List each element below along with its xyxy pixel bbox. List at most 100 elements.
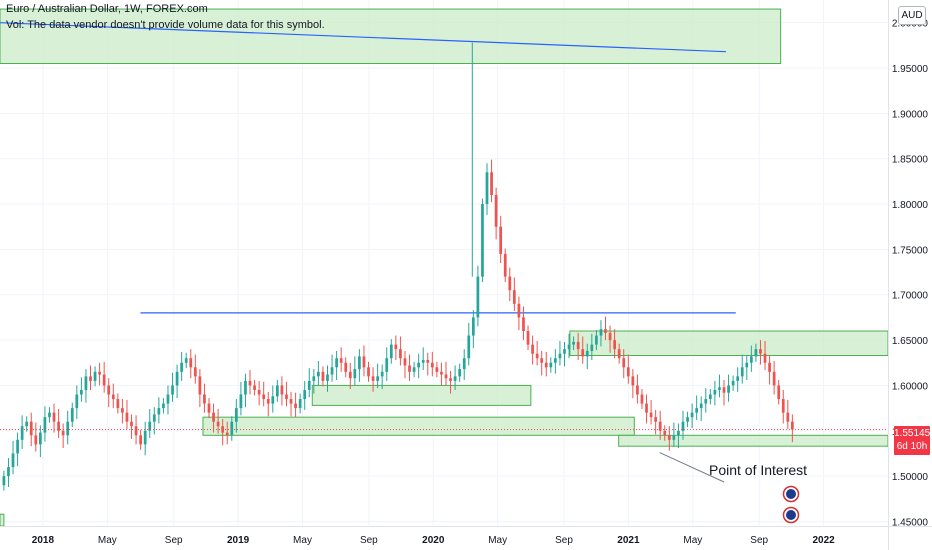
candle-body bbox=[216, 421, 220, 427]
candle-body bbox=[604, 329, 607, 333]
candle-body bbox=[57, 421, 60, 431]
candle-body bbox=[462, 358, 466, 370]
candle-body bbox=[631, 376, 635, 386]
candle-body bbox=[166, 394, 170, 404]
time-axis-border bbox=[0, 526, 932, 527]
candle-body bbox=[481, 204, 484, 277]
candle-body bbox=[585, 350, 589, 357]
candle-body bbox=[2, 476, 6, 486]
candle-body bbox=[581, 349, 585, 357]
candle-body bbox=[640, 394, 644, 404]
candle-body bbox=[517, 303, 521, 318]
candle-body bbox=[348, 371, 352, 379]
support-resistance-zones bbox=[0, 8, 889, 527]
candle-body bbox=[704, 399, 708, 404]
y-tick-label: 1.80000 bbox=[892, 200, 929, 211]
candle-body bbox=[394, 344, 398, 350]
volume-notice: Vol: The data vendor doesn't provide vol… bbox=[6, 19, 325, 31]
candle-body bbox=[134, 426, 138, 436]
bar-countdown: 6d 10h bbox=[896, 441, 928, 452]
x-tick-label: Sep bbox=[360, 535, 378, 546]
candle-body bbox=[389, 344, 393, 359]
zone-rect bbox=[0, 513, 5, 527]
candle-body bbox=[677, 430, 680, 436]
annotation-pointer bbox=[659, 452, 725, 483]
candle-body bbox=[262, 394, 266, 400]
candle-body bbox=[244, 380, 247, 395]
candle-body bbox=[75, 394, 79, 409]
candle-body bbox=[654, 417, 658, 422]
candle-body bbox=[184, 358, 188, 363]
candle-body bbox=[111, 394, 115, 400]
candle-body bbox=[563, 349, 566, 354]
candle-body bbox=[772, 371, 776, 386]
x-tick-label: May bbox=[293, 535, 312, 546]
candle-body bbox=[622, 358, 626, 368]
candle-body bbox=[458, 369, 462, 377]
candle-body bbox=[667, 435, 671, 440]
candle-body bbox=[34, 435, 38, 445]
candle-body bbox=[740, 367, 744, 377]
candle-body bbox=[554, 358, 557, 363]
y-tick-label: 1.70000 bbox=[892, 291, 929, 302]
candle-body bbox=[353, 369, 357, 379]
candle-body bbox=[426, 360, 430, 363]
candle-body bbox=[93, 371, 97, 381]
candle-body bbox=[549, 362, 553, 368]
candle-body bbox=[791, 421, 794, 430]
candle-body bbox=[48, 412, 51, 418]
candle-body bbox=[453, 376, 457, 381]
currency-button[interactable]: AUD bbox=[898, 6, 926, 25]
x-tick-label: Sep bbox=[750, 535, 768, 546]
candle-body bbox=[494, 194, 498, 227]
candle-body bbox=[749, 356, 753, 363]
zone-rect bbox=[311, 384, 532, 406]
candle-body bbox=[25, 421, 29, 427]
candle-body bbox=[503, 253, 507, 277]
candle-body bbox=[576, 341, 580, 350]
candle-body bbox=[421, 360, 425, 363]
candle-body bbox=[754, 349, 758, 357]
candle-body bbox=[11, 453, 15, 468]
candle-body bbox=[148, 421, 152, 431]
candle-body bbox=[362, 356, 366, 368]
candle-body bbox=[786, 412, 790, 422]
candle-body bbox=[143, 430, 147, 445]
candle-body bbox=[376, 376, 379, 381]
candle-body bbox=[430, 362, 434, 368]
candle-body bbox=[66, 421, 70, 436]
candle-body bbox=[171, 385, 174, 395]
candle-body bbox=[590, 344, 594, 351]
candle-body bbox=[152, 414, 156, 422]
x-tick-label: Sep bbox=[165, 535, 183, 546]
zone-rect bbox=[202, 416, 635, 436]
candle-body bbox=[289, 399, 293, 404]
candle-body bbox=[745, 362, 749, 368]
candle-body bbox=[271, 396, 275, 404]
candle-body bbox=[385, 358, 389, 372]
candle-body bbox=[139, 435, 142, 445]
x-tick-label: 2021 bbox=[617, 535, 640, 546]
candle-body bbox=[540, 358, 544, 363]
candle-body bbox=[449, 378, 452, 381]
candle-body bbox=[326, 374, 329, 381]
candle-body bbox=[371, 376, 375, 381]
candle-body bbox=[98, 371, 101, 375]
price-axis-border bbox=[888, 0, 889, 550]
candle-body bbox=[84, 376, 88, 390]
candle-body bbox=[207, 403, 211, 413]
candle-body bbox=[317, 371, 320, 377]
candle-body bbox=[29, 421, 33, 436]
candle-body bbox=[544, 362, 548, 368]
x-tick-label: 2019 bbox=[227, 535, 250, 546]
candle-body bbox=[781, 399, 785, 413]
candle-body bbox=[490, 172, 493, 195]
candle-body bbox=[736, 376, 740, 381]
candle-body bbox=[663, 430, 667, 436]
candle-body bbox=[298, 399, 302, 409]
candle-body bbox=[763, 353, 767, 363]
candle-body bbox=[321, 371, 325, 381]
candle-body bbox=[440, 371, 443, 375]
candle-body bbox=[162, 403, 165, 409]
